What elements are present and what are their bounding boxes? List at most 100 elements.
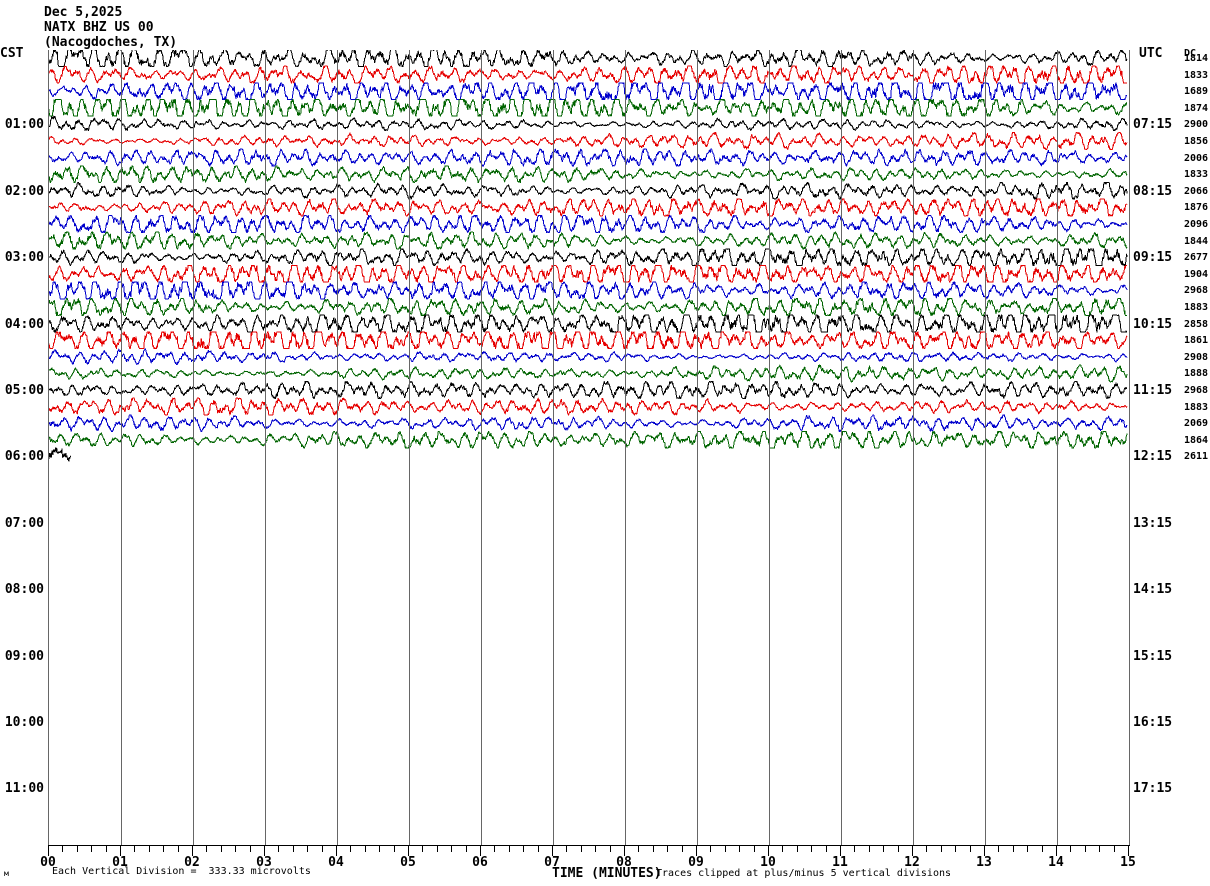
minor-tick — [163, 845, 164, 852]
utc-hour-label-1715: 17:15 — [1133, 781, 1173, 797]
helicorder-plot[interactable] — [48, 50, 1130, 845]
minor-tick — [451, 845, 452, 852]
trace-line — [49, 165, 1128, 184]
minor-tick — [926, 845, 927, 852]
x-axis-title: TIME (MINUTES) — [552, 866, 662, 881]
minor-tick — [941, 845, 942, 852]
x-tick-label-11: 11 — [832, 855, 848, 870]
gridline-minute-10 — [769, 50, 770, 845]
major-tick — [552, 845, 553, 856]
dc-value: 2611 — [1184, 451, 1209, 463]
scale-note: Each Vertical Division = 333.33 microvol… — [52, 866, 311, 877]
header-block: Dec 5,2025 NATX BHZ US 00 (Nacogdoches, … — [44, 5, 177, 50]
utc-hour-label-1515: 15:15 — [1133, 648, 1173, 664]
utc-hour-label-1115: 11:15 — [1133, 383, 1173, 398]
minor-tick — [1042, 845, 1043, 852]
gridline-minute-11 — [841, 50, 842, 845]
x-tick-label-09: 09 — [688, 855, 704, 870]
trace-line — [49, 447, 72, 462]
major-tick — [336, 845, 337, 856]
minor-tick — [221, 845, 222, 852]
trace-line — [49, 430, 1128, 449]
trace-line — [49, 132, 1128, 150]
major-tick — [624, 845, 625, 856]
minor-tick — [638, 845, 639, 852]
minor-tick — [235, 845, 236, 852]
gridline-minute-05 — [409, 50, 410, 845]
major-tick — [768, 845, 769, 856]
gridline-minute-09 — [697, 50, 698, 845]
minor-tick — [653, 845, 654, 852]
gridline-minute-06 — [481, 50, 482, 845]
dc-value: 2968 — [1184, 285, 1209, 297]
dc-value: 1689 — [1184, 86, 1209, 98]
dc-value: 1844 — [1184, 235, 1209, 247]
minor-tick — [62, 845, 63, 852]
minor-tick — [538, 845, 539, 852]
dc-value: 2069 — [1184, 418, 1209, 430]
trace-line — [49, 414, 1128, 433]
minor-tick — [149, 845, 150, 852]
dc-value: 2677 — [1184, 252, 1209, 264]
trace-line — [49, 98, 1128, 117]
trace-line — [49, 231, 1128, 250]
x-tick-label-10: 10 — [760, 855, 776, 870]
minor-tick — [898, 845, 899, 852]
utc-hour-label-1015: 10:15 — [1133, 316, 1173, 332]
dc-value: 2096 — [1184, 219, 1209, 230]
cst-axis-label: CST — [0, 46, 24, 61]
x-tick-label-06: 06 — [472, 855, 488, 870]
major-tick — [264, 845, 265, 856]
minor-tick — [178, 845, 179, 852]
trace-line — [49, 115, 1128, 132]
x-tick-label-13: 13 — [976, 855, 992, 870]
trace-line — [49, 181, 1128, 200]
trace-line — [49, 198, 1128, 217]
minor-tick — [394, 845, 395, 852]
dc-column-label: DC — [1184, 48, 1197, 59]
trace-line — [49, 50, 1128, 67]
minor-tick — [970, 845, 971, 852]
header-location: (Nacogdoches, TX) — [44, 35, 178, 50]
minor-tick — [134, 845, 135, 852]
dc-value: 1883 — [1184, 302, 1209, 313]
gridline-minute-03 — [265, 50, 266, 845]
minor-tick — [883, 845, 884, 852]
minor-tick — [77, 845, 78, 852]
x-tick-label-00: 00 — [40, 855, 56, 870]
minor-tick — [782, 845, 783, 852]
gridline-minute-12 — [913, 50, 914, 845]
utc-axis-label: UTC — [1139, 46, 1163, 61]
major-tick — [48, 845, 49, 856]
dc-value: 2066 — [1184, 185, 1209, 197]
gridline-minute-07 — [553, 50, 554, 845]
minor-tick — [682, 845, 683, 852]
minor-tick — [1114, 845, 1115, 852]
dc-value: 2858 — [1184, 318, 1209, 330]
major-tick — [840, 845, 841, 856]
minor-tick — [754, 845, 755, 852]
cst-hour-label-0200: 02:00 — [4, 183, 44, 199]
minor-tick — [422, 845, 423, 852]
x-tick-label-07: 07 — [544, 855, 560, 870]
major-tick — [984, 845, 985, 856]
minor-tick — [437, 845, 438, 852]
major-tick — [696, 845, 697, 856]
cst-hour-label-0900: 09:00 — [4, 648, 44, 664]
utc-hour-label-0815: 08:15 — [1133, 183, 1173, 199]
x-tick-label-05: 05 — [400, 855, 416, 870]
x-tick-label-01: 01 — [112, 855, 128, 870]
dc-value: 2900 — [1184, 119, 1209, 131]
minor-tick — [610, 845, 611, 852]
major-tick — [120, 845, 121, 856]
cst-hour-label-0500: 05:00 — [4, 383, 44, 398]
major-tick — [408, 845, 409, 856]
dc-value: 2006 — [1184, 152, 1209, 164]
utc-hour-label-1415: 14:15 — [1133, 582, 1173, 598]
trace-line — [49, 248, 1128, 267]
gridline-minute-04 — [337, 50, 338, 845]
gridline-minute-01 — [121, 50, 122, 845]
dc-value: 1883 — [1184, 401, 1209, 413]
trace-line — [49, 331, 1128, 350]
trace-line — [49, 381, 1128, 399]
